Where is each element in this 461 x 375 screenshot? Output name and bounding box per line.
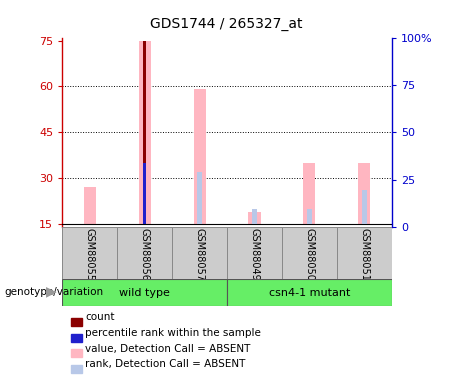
Text: GSM88050: GSM88050 — [304, 228, 314, 281]
Bar — [337, 227, 392, 279]
Text: wild type: wild type — [119, 288, 170, 297]
Text: csn4-1 mutant: csn4-1 mutant — [269, 288, 350, 297]
Bar — [83, 187, 96, 224]
Bar — [143, 163, 146, 224]
Bar — [307, 209, 312, 224]
Bar — [303, 163, 315, 224]
Bar — [62, 279, 227, 306]
Bar — [361, 190, 367, 224]
Text: GSM88055: GSM88055 — [85, 228, 95, 282]
Bar — [282, 227, 337, 279]
Text: value, Detection Call = ABSENT: value, Detection Call = ABSENT — [85, 344, 251, 354]
Bar — [227, 279, 392, 306]
Bar — [252, 209, 257, 224]
Bar — [172, 227, 227, 279]
Text: percentile rank within the sample: percentile rank within the sample — [85, 328, 261, 338]
Bar — [143, 40, 146, 224]
Text: GSM88057: GSM88057 — [195, 228, 205, 282]
Bar — [358, 163, 371, 224]
Text: GSM88056: GSM88056 — [140, 228, 150, 281]
Text: ▶: ▶ — [46, 285, 56, 299]
Bar — [227, 227, 282, 279]
Text: GSM88051: GSM88051 — [360, 228, 369, 281]
Text: rank, Detection Call = ABSENT: rank, Detection Call = ABSENT — [85, 359, 246, 369]
Bar — [248, 211, 260, 224]
Text: count: count — [85, 312, 115, 322]
Bar — [62, 227, 117, 279]
Text: GSM88049: GSM88049 — [249, 228, 260, 281]
Text: genotype/variation: genotype/variation — [5, 287, 104, 297]
Text: GDS1744 / 265327_at: GDS1744 / 265327_at — [150, 17, 302, 31]
Bar — [139, 40, 151, 224]
Bar — [197, 172, 202, 224]
Bar — [194, 89, 206, 224]
Bar — [117, 227, 172, 279]
